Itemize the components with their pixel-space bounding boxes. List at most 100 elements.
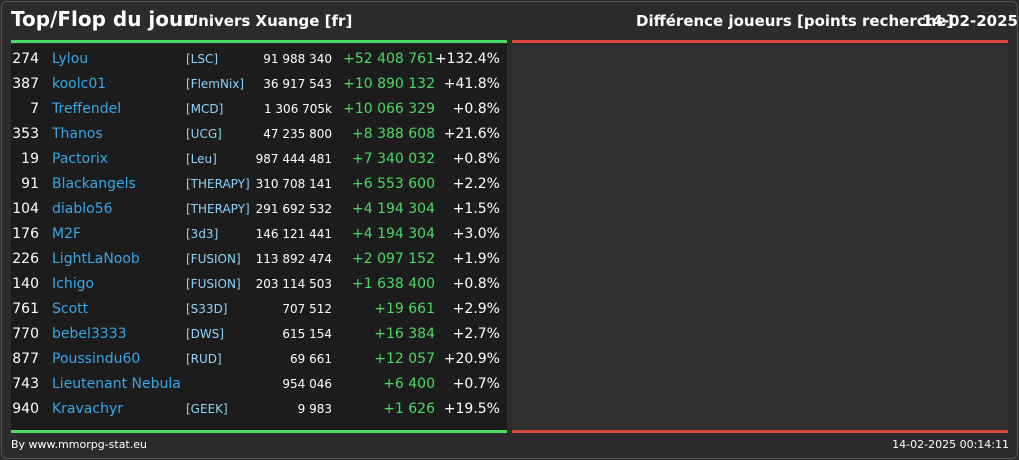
top-rule-red [512, 40, 1008, 43]
player-row: 7 Treffendel [MCD] 1 306 705k +10 066 329 +0.… [11, 97, 507, 122]
player-percent-change: +3.0% [452, 226, 500, 242]
player-name-link[interactable]: Thanos [52, 126, 103, 142]
player-points: 954 046 [282, 377, 332, 391]
player-rank: 7 [30, 101, 39, 117]
player-points-delta: +8 388 608 [352, 126, 435, 142]
player-row: 19 Pactorix [Leu] 987 444 481 +7 340 032 +0.8… [11, 147, 507, 172]
player-alliance-link[interactable]: [DWS] [186, 327, 225, 341]
player-points: 615 154 [282, 327, 332, 341]
player-rank: 140 [12, 276, 39, 292]
player-alliance-link[interactable]: [FlemNix] [186, 77, 245, 91]
player-points: 291 692 532 [255, 202, 332, 216]
player-rank: 176 [12, 226, 39, 242]
player-name-link[interactable]: Blackangels [52, 176, 136, 192]
player-row: 770 bebel3333 [DWS] 615 154 +16 384 +2.7% [11, 322, 507, 347]
player-alliance-link[interactable]: [THERAPY] [186, 202, 250, 216]
player-alliance-link[interactable]: [S33D] [186, 302, 228, 316]
player-name-link[interactable]: bebel3333 [52, 326, 127, 342]
player-alliance-link[interactable]: [LSC] [186, 52, 219, 66]
player-alliance-link[interactable]: [3d3] [186, 227, 219, 241]
player-points-delta: +19 661 [374, 301, 435, 317]
player-row: 743 Lieutenant Nebula 954 046 +6 400 +0.7% [11, 372, 507, 397]
player-rank: 770 [12, 326, 39, 342]
player-alliance-link[interactable]: [Leu] [186, 152, 217, 166]
player-percent-change: +0.8% [452, 276, 500, 292]
player-percent-change: +1.9% [452, 251, 500, 267]
player-points-delta: +4 194 304 [352, 226, 435, 242]
player-percent-change: +0.8% [452, 101, 500, 117]
player-rank: 91 [21, 176, 39, 192]
bottom-rule-green [11, 430, 507, 433]
player-name-link[interactable]: M2F [52, 226, 82, 242]
player-rank: 877 [12, 351, 39, 367]
difference-title: Différence joueurs [points recherche] [636, 12, 954, 30]
player-points: 9 983 [297, 402, 332, 416]
player-name-link[interactable]: Poussindu60 [52, 351, 141, 367]
player-points-delta: +7 340 032 [352, 151, 435, 167]
player-rank: 387 [12, 76, 39, 92]
player-percent-change: +0.8% [452, 151, 500, 167]
player-alliance-link[interactable]: [THERAPY] [186, 177, 250, 191]
player-points-delta: +12 057 [374, 351, 435, 367]
player-row: 140 Ichigo [FUSION] 203 114 503 +1 638 400 +0… [11, 272, 507, 297]
player-row: 940 Kravachyr [GEEK] 9 983 +1 626 +19.5% [11, 397, 507, 422]
player-alliance-link[interactable]: [FUSION] [186, 252, 241, 266]
player-name-link[interactable]: Treffendel [52, 101, 122, 117]
player-points: 203 114 503 [255, 277, 332, 291]
player-row: 761 Scott [S33D] 707 512 +19 661 +2.9% [11, 297, 507, 322]
player-points: 707 512 [282, 302, 332, 316]
player-percent-change: +2.7% [452, 326, 500, 342]
player-percent-change: +21.6% [443, 126, 500, 142]
page-title: Top/Flop du jour [11, 7, 194, 31]
player-alliance-link[interactable]: [MCD] [186, 102, 224, 116]
player-name-link[interactable]: diablo56 [52, 201, 113, 217]
player-row: 226 LightLaNoob [FUSION] 113 892 474 +2 097 … [11, 247, 507, 272]
player-row: 104 diablo56 [THERAPY] 291 692 532 +4 194 30… [11, 197, 507, 222]
player-rank: 19 [21, 151, 39, 167]
player-row: 91 Blackangels [THERAPY] 310 708 141 +6 553 … [11, 172, 507, 197]
player-percent-change: +1.5% [452, 201, 500, 217]
player-percent-change: +41.8% [443, 76, 500, 92]
player-rank: 104 [12, 201, 39, 217]
player-points-delta: +6 400 [383, 376, 435, 392]
player-name-link[interactable]: Lylou [52, 51, 89, 67]
player-rank: 274 [12, 51, 39, 67]
player-points-delta: +52 408 761 [343, 51, 435, 67]
player-points-delta: +2 097 152 [352, 251, 435, 267]
player-name-link[interactable]: Kravachyr [52, 401, 123, 417]
player-row: 176 M2F [3d3] 146 121 441 +4 194 304 +3.0% [11, 222, 507, 247]
player-points: 36 917 543 [263, 77, 332, 91]
player-points-delta: +6 553 600 [352, 176, 435, 192]
player-alliance-link[interactable]: [RUD] [186, 352, 222, 366]
player-name-link[interactable]: Ichigo [52, 276, 95, 292]
player-alliance-link[interactable]: [UCG] [186, 127, 222, 141]
player-points-delta: +4 194 304 [352, 201, 435, 217]
player-points: 91 988 340 [263, 52, 332, 66]
player-points: 113 892 474 [255, 252, 332, 266]
player-alliance-link[interactable]: [FUSION] [186, 277, 241, 291]
player-rank: 761 [12, 301, 39, 317]
player-name-link[interactable]: LightLaNoob [52, 251, 140, 267]
player-points: 310 708 141 [255, 177, 332, 191]
player-rank: 226 [12, 251, 39, 267]
player-alliance-link[interactable]: [GEEK] [186, 402, 228, 416]
player-rank: 940 [12, 401, 39, 417]
player-points: 987 444 481 [255, 152, 332, 166]
player-points-delta: +1 626 [383, 401, 435, 417]
universe-label: Univers Xuange [fr] [186, 12, 353, 30]
header-date: 14-02-2025 [922, 12, 1018, 30]
player-percent-change: +0.7% [452, 376, 500, 392]
player-name-link[interactable]: Lieutenant Nebula [52, 376, 181, 392]
player-points: 47 235 800 [263, 127, 332, 141]
player-name-link[interactable]: koolc01 [52, 76, 107, 92]
flop-players-panel [512, 44, 1008, 430]
player-name-link[interactable]: Pactorix [52, 151, 109, 167]
player-points: 69 661 [290, 352, 332, 366]
player-name-link[interactable]: Scott [52, 301, 89, 317]
player-points: 1 306 705k [263, 102, 332, 116]
bottom-rule-red [512, 430, 1008, 433]
player-points-delta: +10 890 132 [343, 76, 435, 92]
player-percent-change: +20.9% [443, 351, 500, 367]
player-row: 877 Poussindu60 [RUD] 69 661 +12 057 +20.9% [11, 347, 507, 372]
player-percent-change: +19.5% [443, 401, 500, 417]
